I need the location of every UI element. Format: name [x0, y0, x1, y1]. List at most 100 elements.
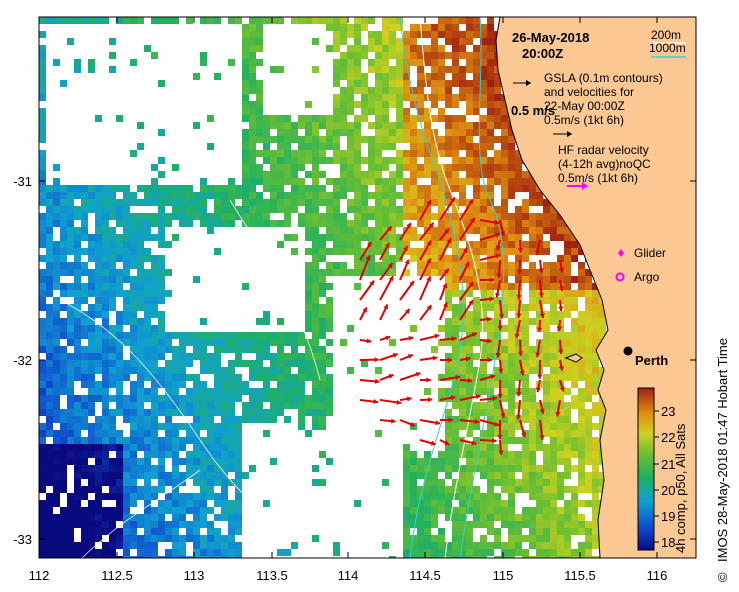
- sst-cell: [515, 241, 522, 248]
- sst-cell: [179, 423, 186, 430]
- gsla-arrow-head: [526, 80, 531, 86]
- sst-cell: [585, 381, 592, 388]
- sst-cell: [368, 171, 375, 178]
- sst-cell: [459, 73, 466, 80]
- sst-cell: [39, 87, 46, 94]
- sst-cell: [53, 360, 60, 367]
- sst-cell: [116, 318, 123, 325]
- sst-cell: [151, 493, 158, 500]
- sst-cell: [375, 150, 382, 157]
- sst-cell: [445, 353, 452, 360]
- sst-cell: [340, 213, 347, 220]
- sst-cell: [116, 220, 123, 227]
- sst-cell: [39, 458, 46, 465]
- sst-cell: [459, 528, 466, 535]
- sst-cell: [137, 304, 144, 311]
- sst-cell: [473, 423, 480, 430]
- sst-cell: [242, 108, 249, 115]
- sst-cell: [158, 17, 165, 24]
- sst-cell: [151, 549, 158, 556]
- sst-cell: [74, 423, 81, 430]
- sst-cell: [564, 458, 571, 465]
- sst-cell: [522, 416, 529, 423]
- sst-cell: [116, 269, 123, 276]
- sst-cell: [312, 311, 319, 318]
- sst-cell: [74, 514, 81, 521]
- sst-cell: [256, 206, 263, 213]
- sst-cell: [564, 248, 571, 255]
- sst-cell: [529, 178, 536, 185]
- sst-cell: [480, 24, 487, 31]
- sst-cell: [445, 80, 452, 87]
- sst-cell: [487, 430, 494, 437]
- sst-cell: [193, 381, 200, 388]
- sst-cell: [88, 192, 95, 199]
- gsla-scale: 0.5m/s (1kt 6h): [544, 113, 624, 127]
- sst-cell: [333, 213, 340, 220]
- sst-cell: [60, 234, 67, 241]
- sst-cell: [494, 262, 501, 269]
- sst-cell: [221, 514, 228, 521]
- sst-cell: [39, 444, 46, 451]
- sst-cell: [403, 122, 410, 129]
- sst-cell: [312, 220, 319, 227]
- sst-cell: [382, 94, 389, 101]
- sst-cell: [480, 325, 487, 332]
- sst-cell: [466, 325, 473, 332]
- sst-cell: [39, 360, 46, 367]
- sst-cell: [571, 297, 578, 304]
- sst-cell: [249, 339, 256, 346]
- sst-cell: [368, 31, 375, 38]
- sst-cell: [487, 486, 494, 493]
- sst-cell: [578, 262, 585, 269]
- sst-cell: [543, 542, 550, 549]
- sst-cell: [508, 241, 515, 248]
- sst-cell: [585, 479, 592, 486]
- sst-cell: [270, 206, 277, 213]
- sst-cell: [305, 136, 312, 143]
- sst-cell: [452, 325, 459, 332]
- hf-vector-head: [514, 333, 520, 339]
- sst-cell: [424, 486, 431, 493]
- sst-cell: [242, 24, 249, 31]
- colorbar-tick-label: 22: [661, 430, 675, 445]
- sst-cell: [410, 213, 417, 220]
- sst-cell: [256, 178, 263, 185]
- sst-cell: [291, 248, 298, 255]
- sst-cell: [298, 220, 305, 227]
- sst-cell: [298, 122, 305, 129]
- sst-cell: [438, 17, 445, 24]
- sst-cell: [109, 262, 116, 269]
- sst-cell: [270, 171, 277, 178]
- sst-cell: [424, 213, 431, 220]
- sst-cell: [480, 199, 487, 206]
- sst-cell: [158, 325, 165, 332]
- sst-cell: [487, 45, 494, 52]
- sst-cell: [200, 360, 207, 367]
- sst-cell: [487, 31, 494, 38]
- sst-cell: [109, 381, 116, 388]
- sst-cell: [305, 206, 312, 213]
- sst-cell: [46, 17, 53, 24]
- sst-cell: [494, 542, 501, 549]
- sst-cell: [193, 437, 200, 444]
- sst-cell: [382, 80, 389, 87]
- sst-cell: [333, 115, 340, 122]
- sst-cell: [571, 549, 578, 556]
- sst-cell: [452, 171, 459, 178]
- sst-cell: [354, 73, 361, 80]
- sst-cell: [536, 234, 543, 241]
- sst-cell: [487, 122, 494, 129]
- sst-cell: [396, 192, 403, 199]
- sst-cell: [144, 430, 151, 437]
- sst-cell: [81, 535, 88, 542]
- sst-cell: [242, 101, 249, 108]
- sst-cell: [151, 451, 158, 458]
- sst-cell: [305, 150, 312, 157]
- sst-cell: [487, 185, 494, 192]
- sst-cell: [123, 395, 130, 402]
- sst-cell: [396, 213, 403, 220]
- sst-cell: [571, 444, 578, 451]
- sst-cell: [459, 136, 466, 143]
- sst-cell: [116, 332, 123, 339]
